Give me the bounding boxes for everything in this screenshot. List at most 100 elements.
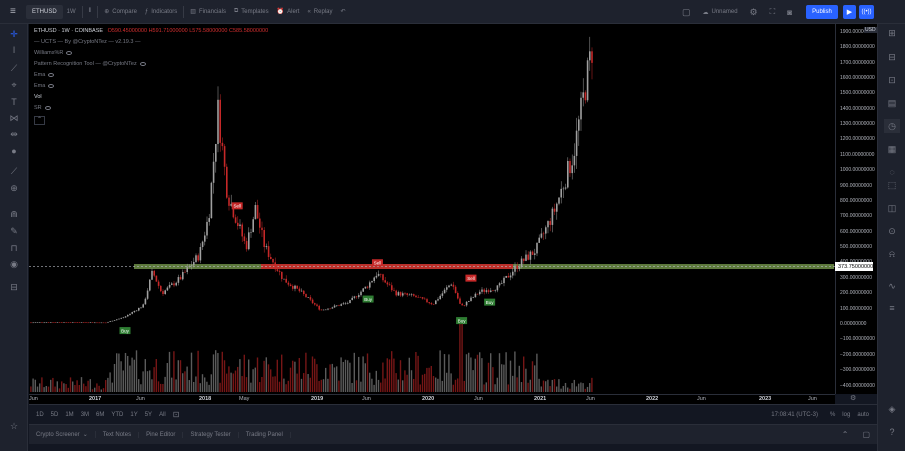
undo-icon[interactable]: ↶ [340, 9, 346, 15]
camera-icon[interactable]: ◙ [787, 7, 793, 17]
ruler-icon[interactable]: ⟋ [10, 166, 18, 176]
eye-icon[interactable] [139, 61, 146, 66]
range-button-1m[interactable]: 1M [65, 411, 74, 418]
trash-icon[interactable]: ⊟ [10, 282, 18, 292]
chevron-up-icon[interactable]: ⌃ [841, 430, 849, 439]
eye-icon[interactable] [48, 72, 55, 77]
star-icon[interactable]: ☆ [9, 421, 19, 431]
crosshair-icon[interactable]: ✛ [10, 29, 18, 39]
lock-icon[interactable]: ⊓ [10, 243, 18, 253]
financials-button[interactable]: ▥ Financials [186, 5, 230, 19]
signal-label: Buy [458, 318, 467, 323]
hotlist-icon[interactable]: ▤ [887, 98, 897, 108]
range-button-5d[interactable]: 5D [50, 411, 59, 418]
templates-button[interactable]: ⧉ Templates [230, 5, 273, 19]
calendar-icon[interactable]: ▦ [887, 144, 897, 154]
ideas-icon[interactable]: ◌ [889, 167, 895, 177]
currency-label[interactable]: USD [864, 27, 877, 33]
axis-settings-icon[interactable]: ⚙ [850, 395, 857, 402]
auto-toggle[interactable]: auto [857, 411, 869, 418]
price-label: −100.00000000 [840, 336, 875, 343]
symbol-search[interactable]: ETHUSD [26, 4, 63, 19]
range-button-6m[interactable]: 6M [96, 411, 105, 418]
volume-bar [248, 359, 250, 392]
tab-pine-editor[interactable]: Pine Editor [139, 431, 184, 438]
volume-bar [509, 360, 512, 392]
range-button-5y[interactable]: 5Y [144, 411, 153, 418]
goto-date-icon[interactable]: ⊡ [172, 410, 180, 419]
indicator-legend-row[interactable]: — UCTS — By @CryptoNTez — v2.19.3 — [34, 37, 268, 48]
dom-icon[interactable]: ≡ [889, 303, 895, 313]
layout-name-button[interactable]: ☁ Unnamed [699, 5, 742, 19]
replay-button[interactable]: «Replay [303, 5, 336, 19]
fib-icon[interactable]: ⌖ [11, 80, 17, 90]
streams-icon[interactable]: ⬚ [887, 180, 897, 190]
eye-icon[interactable] [66, 50, 73, 55]
data-window-icon[interactable]: ⊡ [888, 75, 896, 85]
indicator-legend-row[interactable]: Ema [34, 81, 268, 92]
settings-icon[interactable]: ⚙ [749, 6, 758, 17]
clock-icon[interactable]: ◷ [884, 119, 900, 133]
symbol-legend-row[interactable]: ETHUSD · 1W · COINBASE O590.45000000 H59… [34, 26, 268, 37]
candle [250, 232, 252, 233]
range-button-1d[interactable]: 1D [36, 411, 44, 418]
publish-button[interactable]: Publish [806, 5, 838, 19]
brush-icon[interactable]: ● [11, 146, 17, 156]
volume-bar [487, 362, 490, 392]
indicator-legend-row[interactable]: SR [34, 103, 268, 114]
range-button-ytd[interactable]: YTD [111, 411, 124, 418]
clock-time[interactable]: 17:08:41 (UTC-3) [771, 411, 818, 418]
alerts-icon[interactable]: ⊟ [888, 52, 896, 62]
tab-text-notes[interactable]: Text Notes [96, 431, 140, 438]
notifications-icon[interactable]: ⍾ [889, 249, 895, 259]
indicator-legend-row[interactable]: Williams%R [34, 48, 268, 59]
magnet-icon[interactable]: ⋒ [10, 209, 18, 219]
tab-trading-panel[interactable]: Trading Panel [239, 431, 291, 438]
zoom-icon[interactable]: ⊕ [10, 183, 18, 193]
pulse-icon[interactable]: ∿ [888, 281, 896, 291]
play-icon[interactable]: ▶ [843, 5, 856, 19]
eye-icon[interactable] [48, 83, 55, 88]
tab-strategy-tester[interactable]: Strategy Tester [183, 431, 239, 438]
measure-icon[interactable]: ⇹ [10, 129, 18, 139]
resolution-button[interactable]: 1W [66, 8, 76, 15]
price-scale[interactable]: 1900.00000000 1800.00000000 1700.00000000 1… [835, 24, 877, 394]
indicators-button[interactable]: ƒ Indicators [141, 5, 181, 19]
cursor-icon[interactable]: ǀ [12, 45, 16, 55]
trendline-icon[interactable]: ⟋ [10, 63, 18, 73]
chat-icon[interactable]: ◫ [887, 203, 897, 213]
volume-bar [410, 370, 413, 392]
pattern-icon[interactable]: ⋈ [9, 113, 19, 123]
text-icon[interactable]: T [11, 97, 17, 107]
help-icon[interactable]: ? [889, 427, 895, 437]
percent-toggle[interactable]: % [829, 411, 836, 418]
compare-button[interactable]: ⊕ Compare [100, 5, 141, 19]
alert-button[interactable]: ⏰ Alert [273, 5, 304, 19]
watchlist-icon[interactable]: ⊞ [888, 28, 896, 38]
eye-icon[interactable]: ◉ [10, 259, 18, 269]
indicator-legend-row[interactable]: Ema [34, 70, 268, 81]
price-chart[interactable]: Buy Sell Sell Buy Buy Sell Buy [29, 24, 835, 394]
chats-icon[interactable]: ⊙ [888, 226, 896, 236]
broadcast-icon[interactable]: ((•)) [859, 5, 874, 19]
log-toggle[interactable]: log [842, 411, 851, 418]
range-button-all[interactable]: All [159, 411, 166, 418]
layers-icon[interactable]: ◈ [888, 404, 896, 414]
eye-icon[interactable] [44, 105, 51, 110]
volume-bar [406, 374, 408, 392]
maximize-icon[interactable]: ▢ [862, 430, 870, 439]
volume-bar [274, 376, 276, 392]
indicator-legend-row[interactable]: Vol [34, 92, 268, 103]
stay-in-drawing-icon[interactable]: ✎ [10, 226, 18, 236]
range-button-1y[interactable]: 1Y [130, 411, 138, 418]
menu-icon[interactable]: ≡ [10, 6, 16, 17]
time-axis[interactable]: Jun 2017 Jun 2018 May 2019 Jun 2020 Jun 2021 Jun 20… [29, 394, 835, 404]
range-button-3m[interactable]: 3M [80, 411, 90, 418]
indicator-legend-row[interactable]: Pattern Recognition Tool — @CryptoNTez [34, 59, 268, 70]
chart-style-icon[interactable]: ⫴ [88, 8, 92, 14]
fullscreen-icon[interactable]: ⛶ [769, 7, 776, 16]
collapse-legend-icon[interactable]: ⌃ [34, 116, 45, 125]
chart-pane[interactable]: Buy Sell Sell Buy Buy Sell Buy [29, 24, 835, 394]
layout-icon[interactable]: ▢ [682, 6, 691, 17]
tab-crypto-screener[interactable]: Crypto Screener ⌄ [29, 431, 96, 438]
